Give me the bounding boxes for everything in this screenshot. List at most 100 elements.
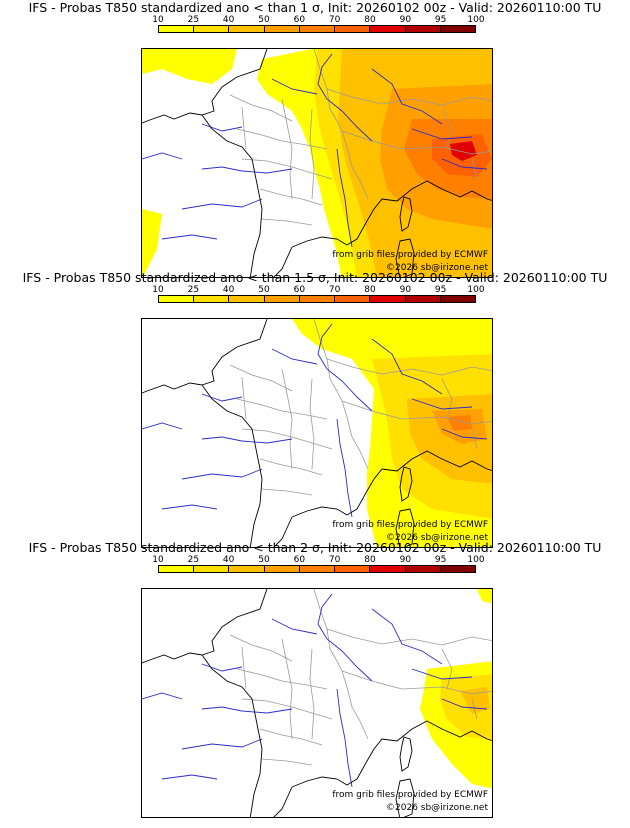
legend-swatch [264,566,300,572]
legend-tick-label: 90 [399,555,412,565]
probability-area [460,687,490,714]
admin-borders [229,49,492,226]
legend-swatch [264,296,300,302]
legend-swatch [370,26,406,32]
legend-swatch [370,296,406,302]
legend-swatch [440,566,475,572]
legend-tick-label: 50 [258,555,270,565]
legend-swatch [335,296,371,302]
legend-swatch [229,566,265,572]
legend-tick-label: 80 [364,285,376,295]
map-canvas [142,319,492,547]
legend-tick-label: 25 [187,15,200,25]
admin-borders [229,589,492,766]
legend-tick-label: 95 [434,15,447,25]
legend-tick-label: 25 [187,285,200,295]
map-canvas [142,589,492,817]
legend-tick-label: 90 [399,285,412,295]
legend-swatch [405,26,441,32]
legend-swatch [264,26,300,32]
legend-labels: 10 25 40 50 60 70 80 90 95 100 [152,285,484,295]
copyright-credit: ©2026 sb@irizone.net [386,533,488,543]
legend-swatch [335,26,371,32]
legend-swatch [194,296,230,302]
island-coastline [395,508,415,547]
legend-swatch [299,566,336,572]
coastline [142,589,492,817]
legend-tick-label: 95 [434,555,447,565]
rivers [142,323,488,518]
legend-tick-label: 10 [152,15,164,25]
legend-tick-label: 100 [467,555,485,565]
legend-tick-label: 10 [152,285,164,295]
legend-swatch [194,566,230,572]
legend-tick-label: 60 [293,555,306,565]
legend-swatch [370,566,406,572]
legend-swatch [405,566,441,572]
source-credit: from grib files provided by ECMWF [332,790,488,800]
legend-swatch [229,26,265,32]
legend-colorbar [158,295,476,303]
legend-tick-label: 40 [222,285,235,295]
coastline [142,319,492,547]
probability-area [447,415,472,431]
legend-swatch [159,566,195,572]
panel-title: IFS - Probas T850 standardized ano < tha… [22,270,608,285]
legend-tick-label: 90 [399,15,412,25]
legend-labels: 10 25 40 50 60 70 80 90 95 100 [152,15,484,25]
legend-tick-label: 100 [467,15,485,25]
probability-legend: 10 25 40 50 60 70 80 90 95 100 [152,15,485,37]
legend-tick-label: 80 [364,15,376,25]
island-coastline [395,238,415,277]
island-coastline [399,736,413,772]
forecast-panel-3: IFS - Probas T850 standardized ano < tha… [0,540,630,818]
legend-tick-label: 40 [222,15,235,25]
source-credit: from grib files provided by ECMWF [332,520,488,530]
rivers [142,593,488,788]
legend-tick-label: 80 [364,555,376,565]
copyright-credit: ©2026 sb@irizone.net [386,803,488,813]
legend-tick-label: 25 [187,555,200,565]
copyright-credit: ©2026 sb@irizone.net [386,263,488,273]
probability-legend: 10 25 40 50 60 70 80 90 95 100 [152,555,485,577]
legend-tick-label: 50 [258,15,270,25]
legend-tick-label: 10 [152,555,164,565]
legend-tick-label: 95 [434,285,447,295]
legend-tick-label: 60 [293,285,306,295]
legend-swatch [335,566,371,572]
legend-tick-label: 60 [293,15,306,25]
forecast-panel-2: IFS - Probas T850 standardized ano < tha… [0,270,630,548]
legend-swatch [229,296,265,302]
probability-legend: 10 25 40 50 60 70 80 90 95 100 [152,285,485,307]
probability-map: from grib files provided by ECMWF ©2026 … [141,588,493,818]
legend-tick-label: 100 [467,285,485,295]
map-canvas [142,49,492,277]
probability-map: from grib files provided by ECMWF ©2026 … [141,48,493,278]
legend-swatch [194,26,230,32]
legend-colorbar [158,565,476,573]
legend-tick-label: 50 [258,285,270,295]
legend-swatch [299,26,336,32]
legend-swatch [159,296,195,302]
source-credit: from grib files provided by ECMWF [332,250,488,260]
island-coastline [399,196,413,232]
legend-tick-label: 70 [328,15,341,25]
legend-tick-label: 70 [328,555,341,565]
legend-swatch [405,296,441,302]
legend-swatch [159,26,195,32]
legend-swatch [440,26,475,32]
rivers [142,53,488,248]
legend-tick-label: 40 [222,555,235,565]
panel-title: IFS - Probas T850 standardized ano < tha… [28,0,602,15]
legend-colorbar [158,25,476,33]
probability-area [450,141,477,161]
island-coastline [399,466,413,502]
legend-labels: 10 25 40 50 60 70 80 90 95 100 [152,555,484,565]
coastline [142,49,492,277]
island-coastline [395,778,415,817]
admin-borders [229,319,492,496]
panel-title: IFS - Probas T850 standardized ano < tha… [28,540,602,555]
legend-swatch [299,296,336,302]
legend-swatch [440,296,475,302]
forecast-panel-1: IFS - Probas T850 standardized ano < tha… [0,0,630,278]
